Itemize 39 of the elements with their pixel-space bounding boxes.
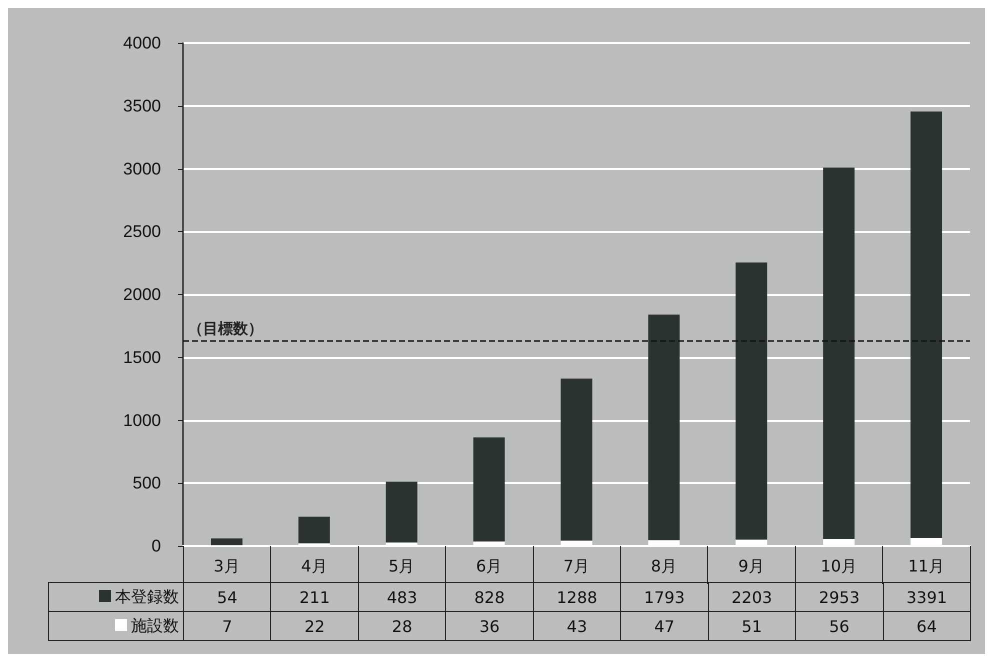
data-label: 7	[184, 612, 271, 640]
data-label: 56	[796, 612, 883, 640]
data-label: 54	[184, 582, 271, 612]
data-label: 47	[620, 612, 708, 640]
x-tick-label: 5月	[388, 556, 415, 576]
data-label: 483	[358, 582, 446, 612]
x-tick-label: 10月	[820, 556, 858, 576]
y-tick-label: 1000	[123, 410, 161, 430]
data-label: 64	[883, 612, 970, 640]
x-tick-label: 6月	[476, 556, 502, 576]
data-label: 1288	[533, 582, 621, 612]
data-label: 22	[270, 612, 358, 640]
legend-label: 施設数	[48, 612, 184, 640]
data-label: 2953	[796, 582, 883, 612]
y-tick-label: 1500	[123, 348, 161, 367]
data-label: 211	[270, 582, 358, 612]
x-tick-label: 4月	[301, 556, 328, 576]
data-label: 28	[358, 612, 446, 640]
data-label: 51	[708, 612, 796, 640]
y-tick-label: 2500	[123, 222, 161, 242]
data-label: 36	[446, 612, 534, 640]
data-label: 828	[446, 582, 534, 612]
data-label: 2203	[708, 582, 796, 612]
y-tick-label: 4000	[123, 34, 161, 52]
data-label: 3391	[883, 582, 970, 612]
y-tick-label: 0	[152, 536, 161, 556]
x-tick-label: 11月	[908, 556, 944, 576]
y-tick-label: 3000	[123, 159, 161, 178]
data-label: 43	[533, 612, 621, 640]
x-tick-label: 3月	[214, 556, 240, 576]
y-tick-label: 500	[132, 474, 161, 493]
y-tick-label: 2000	[123, 285, 161, 304]
legend-label: 本登録数	[48, 582, 184, 612]
data-label: 1793	[620, 582, 708, 612]
x-tick-label: 7月	[563, 556, 590, 576]
x-tick-label: 8月	[650, 556, 678, 576]
y-tick-label: 3500	[123, 96, 161, 116]
ref-line-label: （目標数）	[188, 320, 263, 338]
x-tick-label: 9月	[738, 556, 764, 576]
